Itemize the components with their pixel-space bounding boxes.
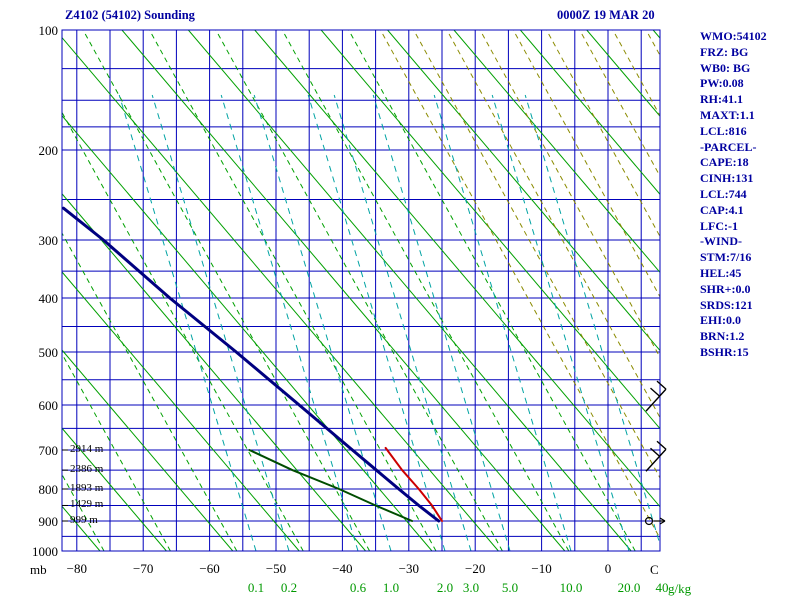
temperature-tick-label: −60 [199,561,220,576]
stats-panel: WMO:54102 FRZ: BG WB0: BG PW:0.08 RH:41.1 MAX… [700,29,767,361]
moist-adiabats [62,30,660,551]
dewpoint-line [248,449,414,522]
pressure-tick-label: 400 [38,291,59,306]
stat-line: EHI:0.0 [700,313,742,328]
stat-line: BRN:1.2 [700,329,745,344]
temperature-tick-label: −30 [398,561,419,576]
wind-barb [645,440,667,472]
stat-line: BSHR:15 [700,344,749,359]
stat-line: -PARCEL- [700,139,757,154]
isobar-isotherm-grid [62,30,660,551]
temperature-tick-label: −20 [465,561,486,576]
chart-title: Z4102 (54102) Sounding [65,8,195,22]
mixing-ratio-tick-label: 1.0 [382,580,400,595]
stat-line: WMO:54102 [700,29,767,43]
mixing-ratio-tick-label: 5.0 [501,580,519,595]
temperature-tick-label: −10 [531,561,552,576]
temperature-tick-label: −80 [66,561,87,576]
stat-line: HEL:45 [700,265,742,280]
stat-line: SHR+:0.0 [700,281,751,296]
mixing-ratio-unit-label: g/kg [668,581,692,596]
wind-barb [645,380,667,412]
temperature-unit-label: C [650,562,659,577]
temperature-tick-label: −40 [332,561,353,576]
mixing-ratio-tick-label: 40 [655,580,669,595]
height-label: 1429 m [70,498,104,511]
dry-adiabats [62,30,660,551]
stat-line: RH:41.1 [700,92,743,107]
stat-line: CAPE:18 [700,155,749,170]
stat-line: STM:7/16 [700,250,752,265]
mixing-ratio-tick-label: 0.6 [349,580,367,595]
stat-line: LFC:-1 [700,218,738,233]
pressure-tick-label: 900 [38,514,59,529]
stat-line: CAP:4.1 [700,202,744,217]
stat-line: LCL:816 [700,123,747,138]
pressure-tick-label: 200 [38,143,59,158]
mixing-ratio-tick-label: 3.0 [462,580,480,595]
mixing-ratio-lines [118,94,660,551]
height-label: 1893 m [70,482,104,494]
surface-marker [644,516,666,526]
mixing-ratio-tick-label: 0.2 [280,580,298,595]
parcel_path-line [62,206,441,523]
pressure-tick-label: 700 [38,443,59,458]
pressure-tick-label: 500 [38,345,59,360]
pressure-tick-label: 300 [38,233,59,248]
height-ticks [62,449,68,522]
stat-line: -WIND- [700,234,742,249]
mixing-ratio-tick-label: 2.0 [436,580,454,595]
height-label: 999 m [70,514,98,526]
pressure-unit-label: mb [30,562,47,577]
plot-border [61,29,661,552]
stat-line: CINH:131 [700,171,754,186]
pressure-tick-label: 1000 [32,544,58,559]
temperature-line [384,446,443,522]
stat-line: FRZ: BG [700,44,749,59]
stat-line: SRDS:121 [700,297,753,312]
mixing-ratio-tick-label: 0.1 [247,580,265,595]
pressure-tick-label: 800 [38,482,59,497]
stat-line: PW:0.08 [700,76,744,91]
stat-line: MAXT:1.1 [700,107,755,122]
temperature-tick-label: −70 [133,561,154,576]
stat-line: LCL:744 [700,186,747,201]
mixing-ratio-tick-label: 20.0 [617,580,641,595]
height-label: 2386 m [70,463,104,476]
temperature-tick-label: 0 [604,561,612,576]
stat-line: WB0: BG [700,60,751,75]
temperature-tick-label: −50 [265,561,287,576]
chart-datetime: 0000Z 19 MAR 20 [557,8,655,22]
pressure-tick-label: 100 [38,23,59,38]
height-label: 2914 m [70,443,104,455]
pressure-tick-label: 600 [38,398,59,413]
mixing-ratio-tick-label: 10.0 [559,580,583,595]
